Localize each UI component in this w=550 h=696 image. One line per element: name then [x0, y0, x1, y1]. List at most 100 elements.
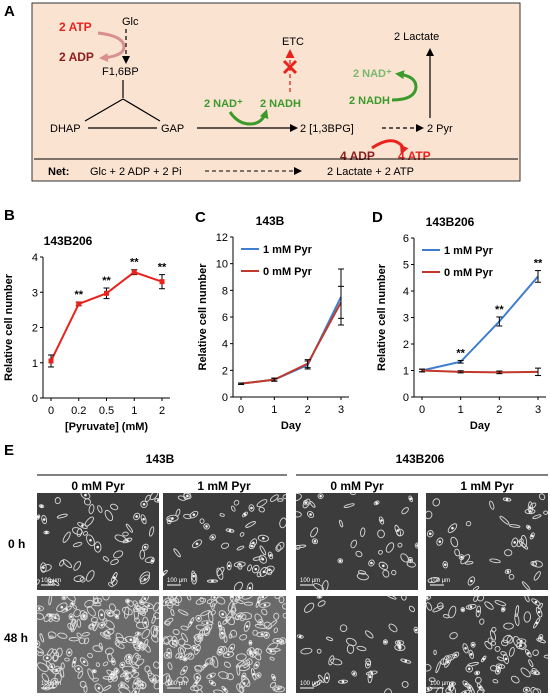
micrograph-tile: 100 µm: [426, 493, 548, 590]
rounded-cell: [53, 616, 57, 619]
rounded-cell: [520, 639, 523, 643]
data-point: [104, 290, 109, 296]
scale-bar-label: 100 µm: [167, 578, 187, 584]
rounded-cell: [309, 513, 312, 516]
cell: [325, 636, 334, 642]
rounded-cell: [37, 515, 40, 519]
cell: [454, 548, 460, 557]
cell: [134, 602, 139, 608]
cell: [147, 669, 152, 677]
rounded-cell: [55, 668, 58, 672]
cell: [243, 601, 254, 606]
cell: [71, 656, 77, 668]
cell: [532, 688, 542, 693]
x-tick-label: 1: [271, 404, 277, 416]
cell: [300, 647, 313, 655]
cell: [210, 596, 219, 601]
micrograph-tile: 100 µm: [37, 493, 159, 590]
rounded-cell: [211, 536, 214, 539]
cell: [110, 572, 118, 584]
cell: [524, 649, 532, 658]
rounded-cell: [252, 673, 255, 676]
rounded-cell: [375, 501, 378, 505]
rounded-cell: [370, 671, 374, 675]
cell: [489, 558, 501, 564]
cell: [60, 662, 65, 670]
cell: [106, 669, 117, 679]
significance-marker: **: [102, 275, 111, 287]
rounded-cell: [81, 524, 84, 527]
cell: [137, 640, 144, 646]
cell: [90, 617, 98, 623]
rounded-cell: [534, 600, 538, 604]
cell: [195, 597, 207, 605]
cell: [433, 649, 437, 656]
rounded-cell: [137, 644, 141, 648]
cell: [177, 495, 187, 501]
cell: [346, 644, 355, 654]
cell: [272, 638, 283, 644]
significance-marker: **: [158, 262, 167, 274]
rounded-cell: [409, 558, 412, 562]
cell: [50, 677, 59, 684]
cell: [131, 672, 140, 678]
cell: [218, 671, 230, 680]
cell: [368, 559, 375, 567]
rounded-cell: [112, 576, 116, 579]
rounded-cell: [147, 604, 150, 607]
cell: [377, 529, 385, 539]
atp-in-label: 2 ATP: [59, 20, 92, 34]
cell: [445, 685, 455, 693]
etc-label: ETC: [282, 36, 304, 48]
y-tick-label: 0: [403, 392, 409, 404]
rounded-cell: [129, 638, 133, 641]
y-tick-label: 12: [216, 232, 228, 244]
cell: [494, 600, 507, 607]
cell: [226, 561, 232, 571]
chart-d-ylabel: Relative cell number: [376, 263, 388, 371]
x-tick-label: 0.5: [99, 405, 114, 417]
cell: [181, 632, 189, 643]
cell: [61, 596, 67, 601]
legend-label: 0 mM Pyr: [263, 266, 313, 278]
rounded-cell: [528, 510, 532, 513]
scale-bar-label: 100 µm: [430, 578, 450, 584]
cell: [236, 664, 241, 676]
cell: [428, 677, 436, 682]
rounded-cell: [124, 672, 128, 675]
cell: [527, 501, 533, 515]
cell: [86, 534, 95, 547]
cell: [114, 613, 120, 620]
cell: [153, 661, 159, 669]
cell: [135, 605, 146, 616]
rounded-cell: [519, 644, 523, 647]
cell: [46, 613, 55, 618]
cell: [56, 602, 68, 612]
adp-in-label: 4 ADP: [340, 149, 375, 163]
y-tick-label: 1: [32, 358, 38, 370]
cell: [269, 656, 275, 661]
y-tick-label: 4: [403, 286, 409, 298]
y-tick-label: 3: [403, 313, 409, 325]
rounded-cell: [40, 504, 43, 508]
rounded-cell: [126, 539, 129, 542]
cell: [79, 680, 87, 688]
cell: [246, 658, 253, 666]
rounded-cell: [133, 640, 137, 644]
cell: [38, 504, 45, 509]
cell: [37, 579, 40, 586]
cell: [102, 556, 110, 562]
y-tick-label: 2: [222, 365, 228, 377]
cell: [239, 678, 250, 689]
cell: [235, 660, 245, 668]
cell: [522, 686, 531, 693]
rounded-cell: [196, 648, 199, 652]
cell: [391, 569, 397, 576]
cell: [182, 643, 192, 650]
cell: [233, 499, 240, 506]
cell: [208, 610, 214, 624]
rounded-cell: [115, 615, 119, 618]
rounded-cell: [265, 633, 268, 637]
rounded-cell: [163, 572, 165, 576]
cell: [267, 620, 278, 629]
